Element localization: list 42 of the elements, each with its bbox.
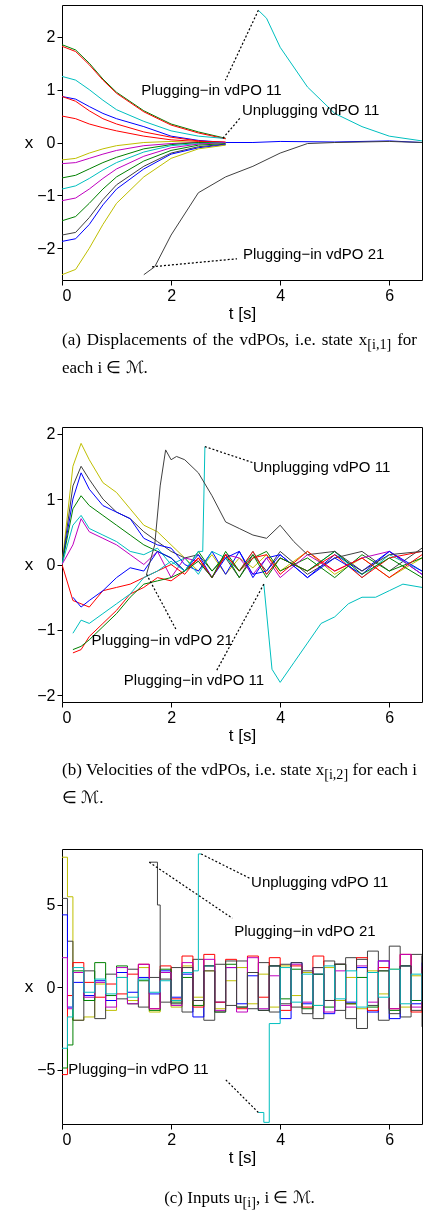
x-tick-label: 4 [276,286,286,304]
y-tick-label: −1 [37,621,56,639]
x-axis-title: t [s] [228,1147,257,1167]
x-tick-label: 6 [385,286,395,304]
y-tick-label: 0 [46,556,56,573]
annotation: Plugging−in vdPO 11 [68,1060,209,1078]
annotation: Plugging−in vdPO 11 [141,81,282,99]
x-tick-label: 0 [62,286,72,304]
annotation: Plugging−in vdPO 11 [123,671,265,689]
x-tick-label: 2 [167,708,177,726]
y-axis-title: x [24,977,34,996]
x-tick-label: 0 [62,1130,72,1148]
annotation: Unplugging vdPO 11 [251,872,389,890]
y-tick-label: 2 [46,425,56,443]
x-tick-label: 0 [62,708,72,726]
y-axis-title: x [24,133,34,152]
x-tick-label: 4 [276,708,286,726]
annotation: Plugging−in vdPO 21 [91,631,233,649]
x-tick-label: 6 [385,708,395,726]
annotation: Plugging−in vdPO 21 [234,922,376,940]
text: (c) Inputs u$_{[i]}$, i ∈ ℳ. [163,1187,316,1213]
y-tick-label: 0 [46,978,56,996]
chart-title: (b) Velocities of the vdPOs, i.e. state x$_{[i,2]}$ for each i ∈ ℳ. [62,760,417,808]
y-tick-label: −1 [37,186,56,204]
x-tick-label: 2 [167,286,177,304]
chart-title: (a) Displacements of the vdPOs, i.e. state x$_{[i,1]}$ for each i ∈ ℳ. [62,330,417,378]
x-axis-title: t [s] [228,725,257,745]
y-tick-label: −5 [37,1061,56,1079]
annotation: Plugging−in vdPO 21 [243,244,385,262]
x-tick-label: 4 [276,1130,286,1148]
y-tick-label: 5 [46,896,56,914]
y-tick-label: 1 [46,490,56,508]
y-tick-label: 1 [46,81,56,99]
y-tick-label: 0 [46,134,56,151]
y-axis-title: x [24,555,34,574]
x-axis-title: t [s] [228,303,257,323]
x-tick-label: 2 [167,1130,177,1148]
annotation: Unplugging vdPO 11 [252,457,391,475]
x-tick-label: 6 [385,1130,395,1148]
y-tick-label: −2 [37,686,56,704]
y-tick-label: −2 [37,239,56,257]
y-tick-label: 2 [46,28,56,46]
